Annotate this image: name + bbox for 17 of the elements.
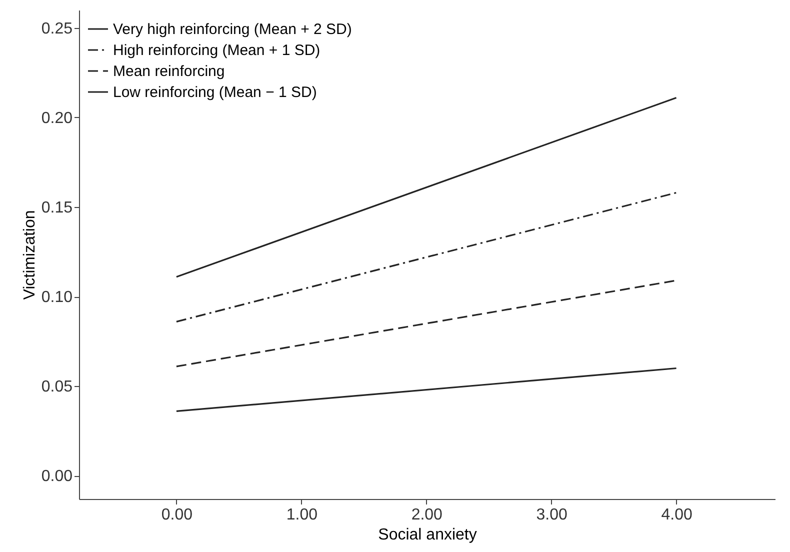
x-axis-title: Social anxiety bbox=[378, 526, 477, 544]
legend-label: Mean reinforcing bbox=[113, 63, 225, 80]
y-tick-label: 0.15 bbox=[41, 200, 73, 217]
x-tick-label: 4.00 bbox=[661, 506, 692, 524]
y-axis-title: Victimization bbox=[21, 210, 38, 300]
x-tick-label: 3.00 bbox=[536, 506, 568, 524]
x-tick-label: 0.00 bbox=[161, 506, 193, 524]
legend-label: Low reinforcing (Mean − 1 SD) bbox=[113, 84, 317, 101]
y-tick-label: 0.05 bbox=[41, 378, 73, 396]
x-tick-label: 2.00 bbox=[411, 506, 443, 524]
legend-label: Very high reinforcing (Mean + 2 SD) bbox=[113, 21, 352, 38]
y-tick-label: 0.00 bbox=[41, 468, 73, 486]
y-tick-label: 0.25 bbox=[41, 20, 73, 38]
x-tick-label: 1.00 bbox=[286, 506, 318, 524]
legend-label: High reinforcing (Mean + 1 SD) bbox=[113, 42, 320, 59]
y-tick-label: 0.10 bbox=[41, 289, 73, 306]
y-tick-label: 0.20 bbox=[41, 110, 73, 127]
